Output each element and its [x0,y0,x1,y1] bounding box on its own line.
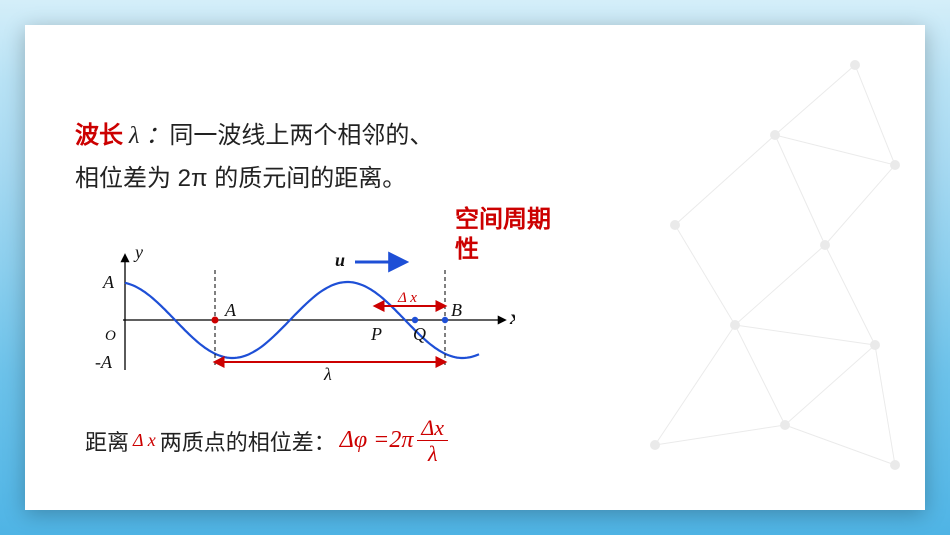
phase-difference-formula: 距离 Δ x 两质点的相位差： Δφ =2π Δx λ [85,415,448,467]
svg-text:-A: -A [95,352,113,372]
formula-lhs: Δφ =2π [340,427,414,454]
term-wavelength: 波长 [75,122,123,149]
formula-prefix: 距离 [85,425,129,457]
svg-text:Q: Q [413,324,426,344]
slide-card: 波长 λ ：同一波线上两个相邻的、 相位差为 2π 的质元间的距离。 空间周期 … [25,25,925,510]
callout-line-1: 空间周期 [455,205,551,235]
svg-text:Δ x: Δ x [397,290,417,306]
svg-text:λ: λ [323,364,332,384]
svg-text:B: B [451,300,462,320]
svg-text:y: y [133,242,143,262]
definition-line-2: 相位差为 2π 的质元间的距离。 [75,158,875,193]
formula-expression: Δφ =2π Δx λ [340,415,448,467]
svg-text:O: O [105,328,116,344]
fraction-numerator: Δx [417,415,448,441]
wave-diagram: y x u A -A O A B P Q Δ x λ [85,240,515,390]
svg-text:A: A [224,300,237,320]
line1-rest: 同一波线上两个相邻的、 [169,122,433,149]
svg-text:u: u [335,250,345,270]
dx-inline: Δ x [133,430,156,451]
svg-text:A: A [102,272,115,292]
svg-text:P: P [370,324,382,344]
fraction-denominator: λ [424,441,442,466]
definition-line-1: 波长 λ ：同一波线上两个相邻的、 [75,115,875,150]
svg-text:x: x [509,305,515,329]
background-network [475,25,925,510]
lambda-colon: λ ： [123,123,169,149]
formula-mid: 两质点的相位差： [160,425,336,457]
formula-fraction: Δx λ [417,415,448,467]
